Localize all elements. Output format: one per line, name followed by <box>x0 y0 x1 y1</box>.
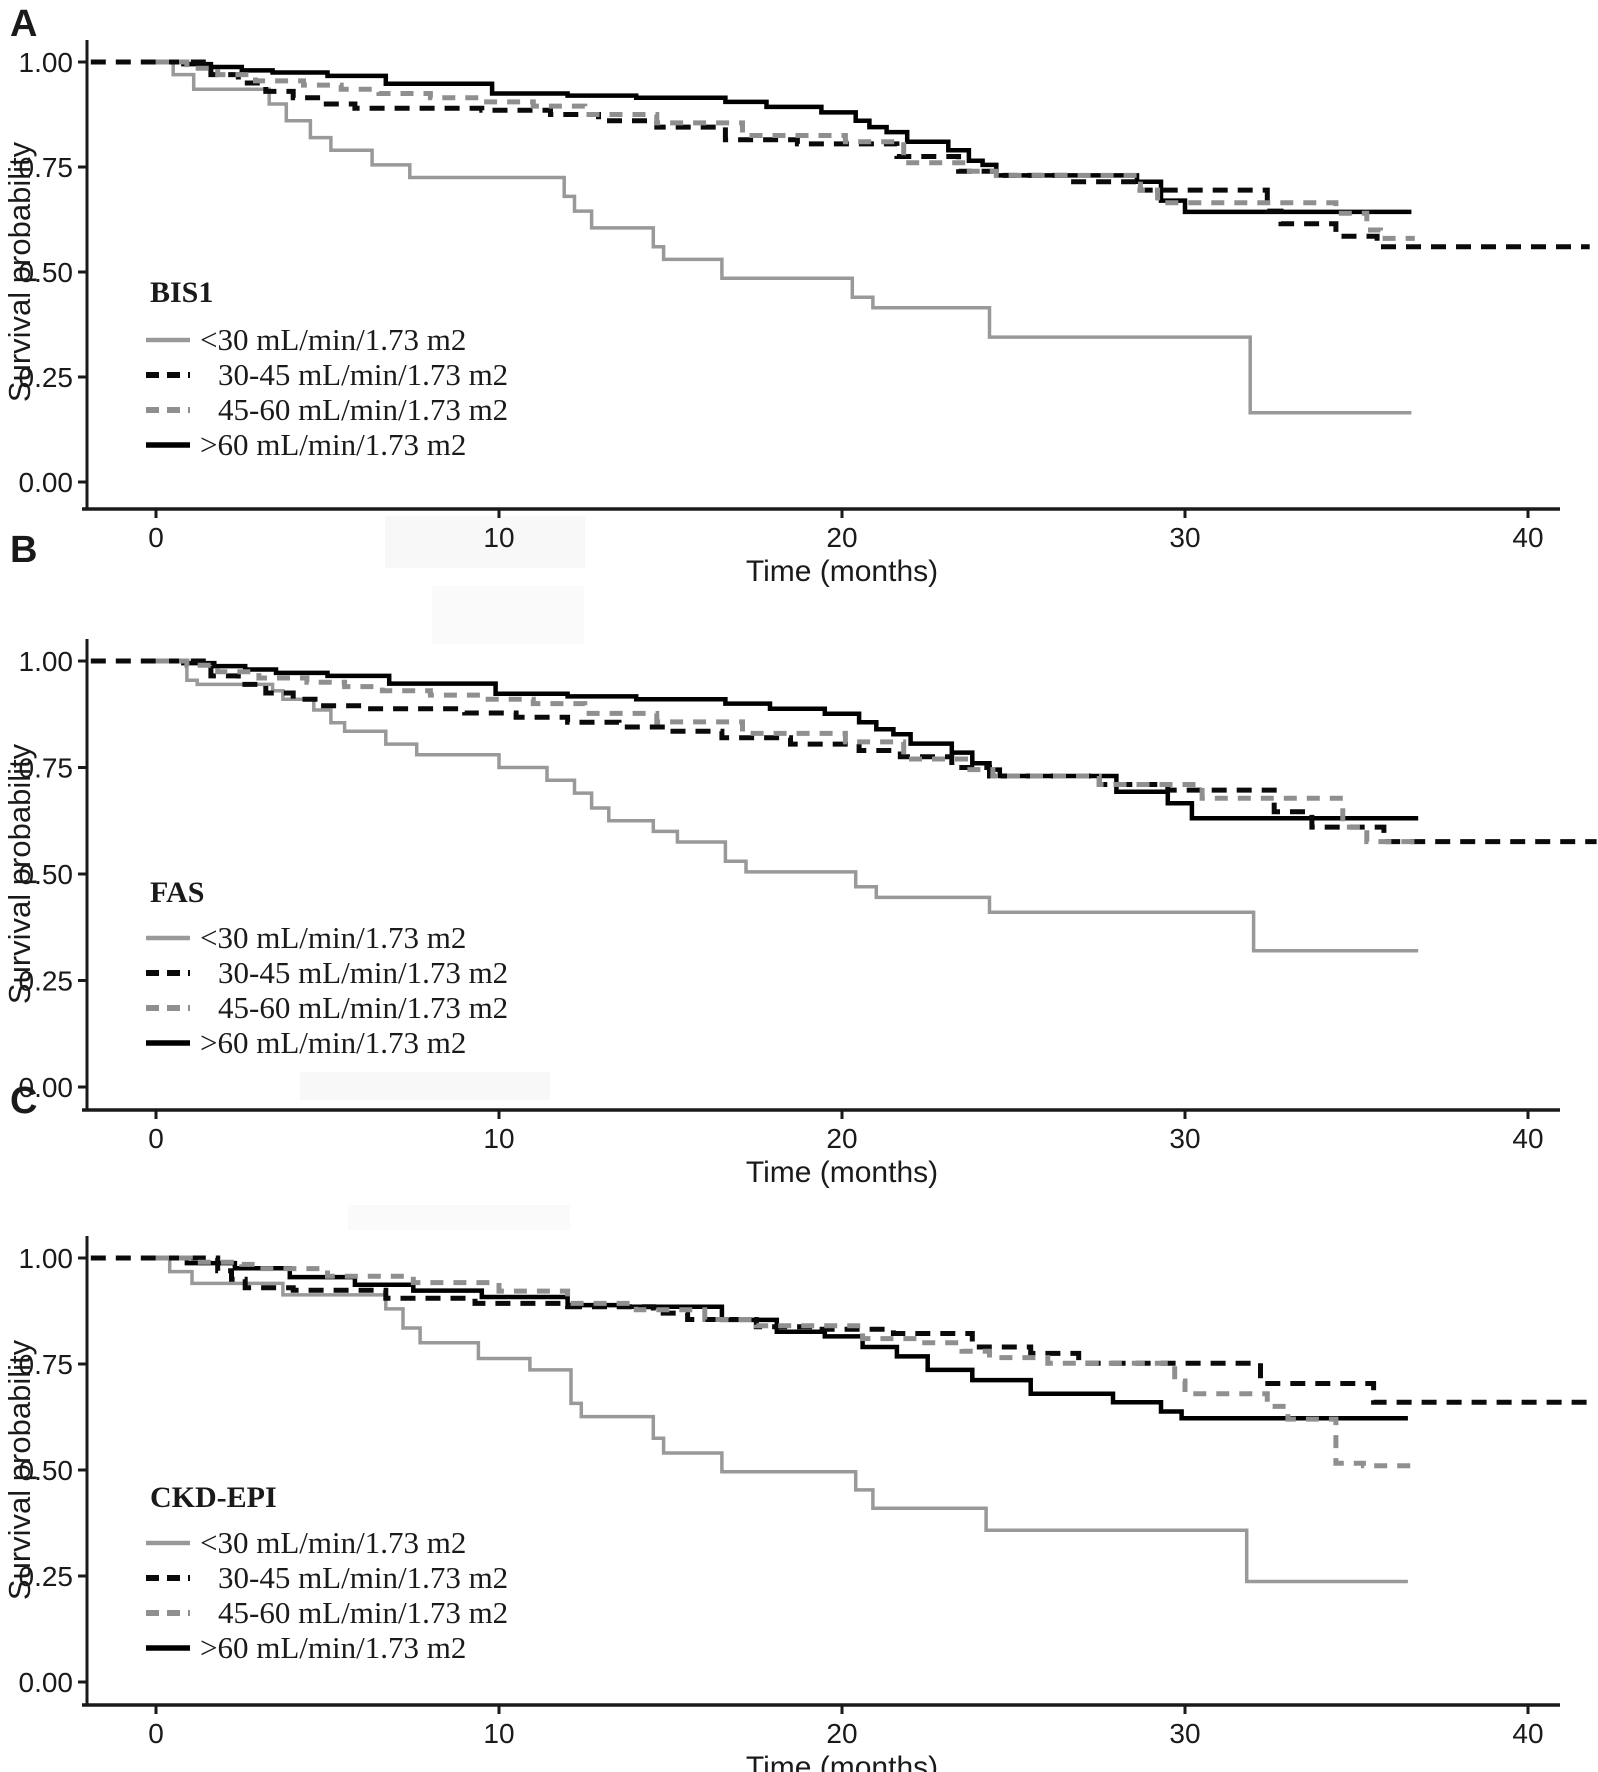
panel-C: C 1.00 0.75 0.50 0.25 0.00 0 10 20 30 40 Time (mont… <box>2 1080 1594 1772</box>
legend-title: BIS1 <box>150 276 213 309</box>
y-tick-label: 0.00 <box>19 1667 74 1698</box>
km-curve-dashed-gray <box>156 658 1419 845</box>
x-tick-label: 0 <box>148 1123 164 1154</box>
km-curve-dashed-gray <box>156 59 1415 241</box>
x-tick-label: 20 <box>826 1123 857 1154</box>
km-curve-solid-gray <box>156 1256 1408 1584</box>
x-axis-title: Time (months) <box>746 1751 938 1772</box>
panel-B: B 1.00 0.75 0.50 0.25 0.00 0 10 20 30 40 Time (mont… <box>2 529 1597 1189</box>
legend-label: 45-60 mL/min/1.73 m2 <box>218 990 508 1025</box>
km-curve-dashed-black <box>90 658 1597 845</box>
y-tick-label: 0.75 <box>19 152 74 183</box>
y-tick-label: 0.75 <box>19 1349 74 1380</box>
y-tick-label: 1.00 <box>19 646 74 677</box>
legend-label: <30 mL/min/1.73 m2 <box>200 1525 466 1560</box>
panel-A: A1.00 0.75 0.50 0.25 0.00 0 10 20 30 40 Time (mont… <box>2 3 1590 588</box>
km-curve-dashed-black <box>90 59 1590 250</box>
y-tick-label: 0.25 <box>19 1561 74 1592</box>
y-tick-label: 0.00 <box>19 1072 74 1103</box>
scan-artifact <box>300 1072 550 1100</box>
scan-artifact <box>432 586 584 644</box>
panel-letter: A <box>10 3 37 45</box>
y-tick-label: 0.50 <box>19 257 74 288</box>
legend-label: 45-60 mL/min/1.73 m2 <box>218 392 508 427</box>
x-tick-label: 30 <box>1169 522 1200 553</box>
x-tick-label: 10 <box>483 1718 514 1749</box>
legend-label: >60 mL/min/1.73 m2 <box>200 427 466 462</box>
legend-label: <30 mL/min/1.73 m2 <box>200 920 466 955</box>
x-axis-title: Time (months) <box>746 555 938 588</box>
y-axis-title: Survival probability <box>2 743 37 1004</box>
y-axis-title: Survival probability <box>2 1339 37 1600</box>
legend-title: FAS <box>150 876 204 909</box>
legend-label: <30 mL/min/1.73 m2 <box>200 322 466 357</box>
legend-label: >60 mL/min/1.73 m2 <box>200 1630 466 1665</box>
y-tick-label: 0.50 <box>19 859 74 890</box>
y-tick-label: 0.00 <box>19 467 74 498</box>
km-curve-solid-black <box>156 59 1412 215</box>
km-curve-solid-gray <box>156 60 1412 415</box>
y-tick-label: 0.25 <box>19 966 74 997</box>
km-curve-solid-gray <box>156 659 1419 953</box>
y-tick-label: 0.25 <box>19 362 74 393</box>
km-curve-dashed-black <box>90 1255 1594 1405</box>
y-tick-label: 1.00 <box>19 1243 74 1274</box>
x-tick-label: 40 <box>1512 522 1543 553</box>
legend-label: 30-45 mL/min/1.73 m2 <box>218 955 508 990</box>
y-tick-label: 1.00 <box>19 47 74 78</box>
x-tick-label: 0 <box>148 1718 164 1749</box>
x-axis-title: Time (months) <box>746 1156 938 1189</box>
x-tick-label: 30 <box>1169 1718 1200 1749</box>
km-curve-solid-black <box>156 658 1419 821</box>
legend-title: CKD-EPI <box>150 1481 277 1514</box>
legend-label: >60 mL/min/1.73 m2 <box>200 1025 466 1060</box>
scan-artifact <box>348 1205 570 1230</box>
panel-letter: C <box>10 1080 37 1122</box>
legend-label: 30-45 mL/min/1.73 m2 <box>218 357 508 392</box>
x-tick-label: 10 <box>483 1123 514 1154</box>
x-tick-label: 40 <box>1512 1123 1543 1154</box>
scan-artifact <box>385 516 585 568</box>
x-tick-label: 0 <box>148 522 164 553</box>
x-tick-label: 40 <box>1512 1718 1543 1749</box>
legend-label: 45-60 mL/min/1.73 m2 <box>218 1595 508 1630</box>
x-tick-label: 10 <box>483 522 514 553</box>
y-tick-label: 0.50 <box>19 1455 74 1486</box>
y-axis-title: Survival probability <box>2 141 37 402</box>
x-tick-label: 20 <box>826 522 857 553</box>
legend-label: 30-45 mL/min/1.73 m2 <box>218 1560 508 1595</box>
x-tick-label: 30 <box>1169 1123 1200 1154</box>
panel-letter: B <box>10 529 37 571</box>
x-tick-label: 20 <box>826 1718 857 1749</box>
y-tick-label: 0.75 <box>19 753 74 784</box>
